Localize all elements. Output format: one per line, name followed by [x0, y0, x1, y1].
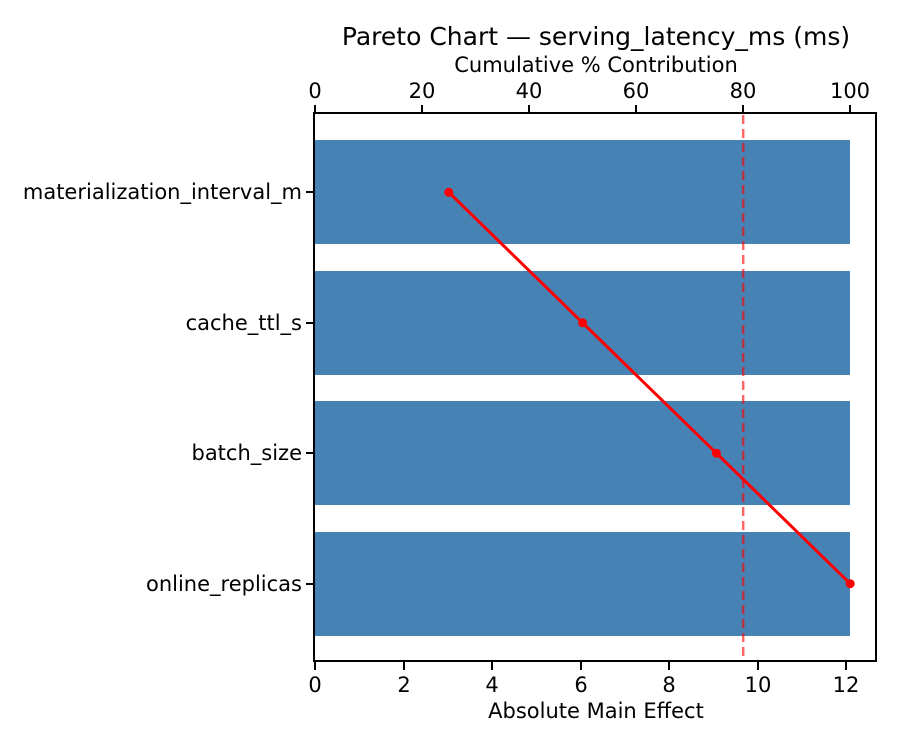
- x-tick-label-bottom: 10: [744, 673, 772, 697]
- plot-area-frame: [313, 112, 877, 662]
- x-tick-label-bottom: 12: [832, 673, 860, 697]
- top-axis-label: Cumulative % Contribution: [454, 53, 738, 77]
- x-tick-mark-bottom: [757, 662, 759, 670]
- x-tick-label-bottom: 6: [574, 673, 588, 697]
- x-tick-mark-bottom: [845, 662, 847, 670]
- x-tick-mark-top: [528, 105, 530, 113]
- y-tick-label: cache_ttl_s: [185, 311, 302, 335]
- y-tick-mark: [306, 452, 314, 454]
- x-tick-mark-top: [635, 105, 637, 113]
- x-tick-mark-bottom: [403, 662, 405, 670]
- x-tick-mark-bottom: [491, 662, 493, 670]
- y-tick-label: materialization_interval_m: [22, 180, 302, 204]
- x-tick-label-bottom: 4: [485, 673, 499, 697]
- x-tick-label-top: 0: [308, 79, 322, 103]
- x-tick-label-bottom: 0: [308, 673, 322, 697]
- x-tick-mark-bottom: [580, 662, 582, 670]
- x-tick-mark-bottom: [314, 662, 316, 670]
- x-tick-label-top: 60: [622, 79, 650, 103]
- y-tick-mark: [306, 583, 314, 585]
- x-tick-mark-top: [421, 105, 423, 113]
- y-tick-label: batch_size: [191, 441, 302, 465]
- x-tick-label-top: 20: [408, 79, 436, 103]
- x-tick-label-top: 100: [829, 79, 871, 103]
- x-tick-label-bottom: 8: [662, 673, 676, 697]
- x-tick-label-top: 40: [515, 79, 543, 103]
- x-tick-label-bottom: 2: [397, 673, 411, 697]
- chart-title: Pareto Chart — serving_latency_ms (ms): [341, 22, 851, 51]
- y-tick-mark: [306, 191, 314, 193]
- y-tick-label: online_replicas: [145, 572, 302, 596]
- bottom-axis-label: Absolute Main Effect: [488, 699, 704, 723]
- y-tick-mark: [306, 322, 314, 324]
- x-tick-mark-top: [314, 105, 316, 113]
- x-tick-mark-top: [849, 105, 851, 113]
- x-tick-label-top: 80: [729, 79, 757, 103]
- x-tick-mark-bottom: [668, 662, 670, 670]
- x-tick-mark-top: [742, 105, 744, 113]
